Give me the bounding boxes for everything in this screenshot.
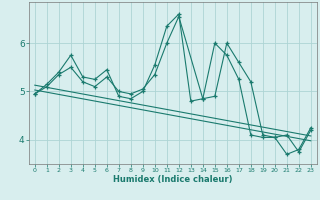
X-axis label: Humidex (Indice chaleur): Humidex (Indice chaleur): [113, 175, 233, 184]
